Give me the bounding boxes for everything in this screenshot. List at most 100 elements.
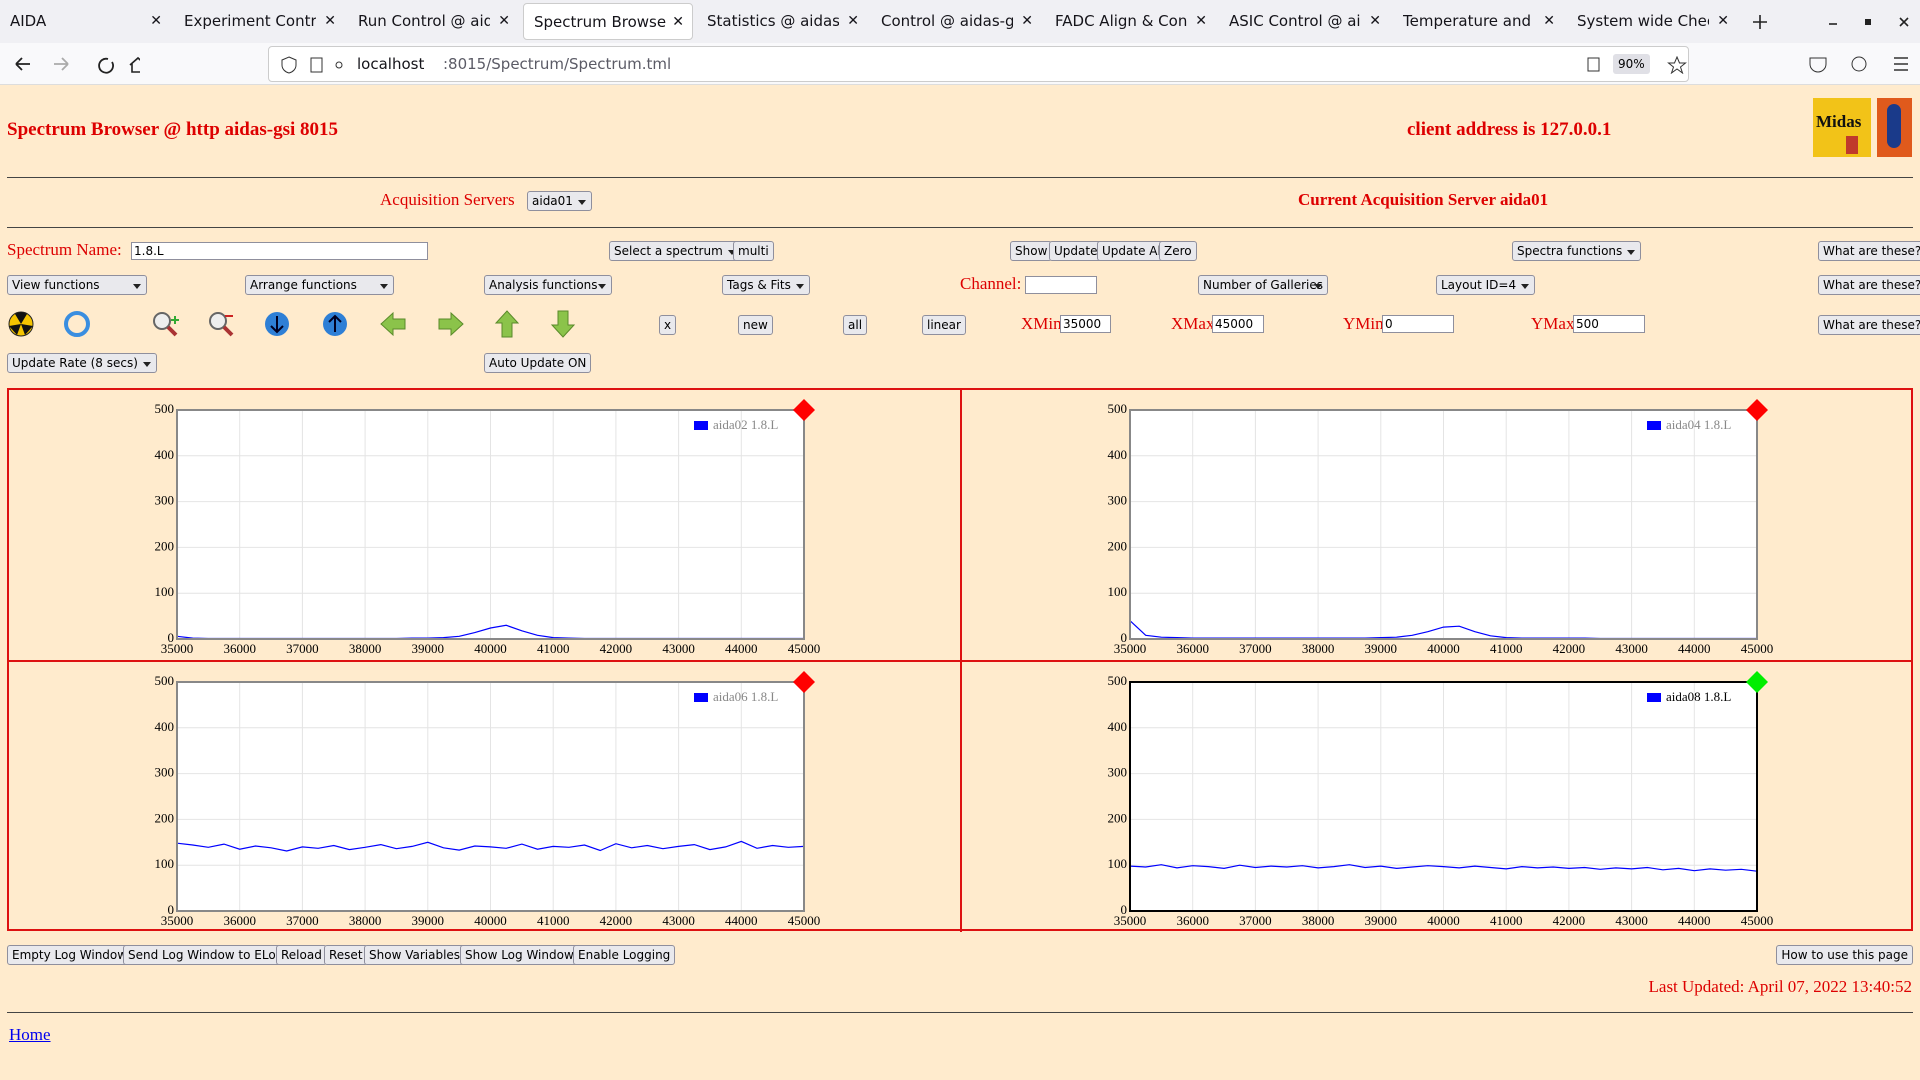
url-icons <box>281 56 351 74</box>
reload-button[interactable]: Reload <box>276 945 327 965</box>
ymax-label: YMax <box>1531 314 1574 334</box>
url-actions <box>1587 56 1687 74</box>
bookmark-star[interactable] <box>1669 57 1686 73</box>
last-updated: Last Updated: April 07, 2022 13:40:52 <box>1649 977 1912 997</box>
channel-label: Channel: <box>960 274 1021 294</box>
help-button[interactable]: What are these? <box>1818 241 1920 261</box>
show-variables-button[interactable]: Show Variables <box>364 945 465 965</box>
tab[interactable]: Experiment Control @✕ <box>174 3 344 40</box>
server-value: aida01 <box>532 194 573 208</box>
select-text: Select a spectrum <box>614 244 723 258</box>
chart: 0100200300400500350003600037000380003900… <box>9 390 960 660</box>
analysis-functions[interactable]: Analysis functions <box>484 275 612 295</box>
tab[interactable]: Control @ aidas-gsi✕ <box>871 3 1041 40</box>
right-arrow[interactable] <box>439 313 463 335</box>
tab[interactable]: FADC Align & Contro✕ <box>1045 3 1215 40</box>
legend-label: aida08 1.8.L <box>1666 689 1731 704</box>
ymin-input[interactable] <box>1382 315 1454 333</box>
tab-title: Spectrum Browser @ <box>534 4 666 40</box>
layout-select[interactable]: Layout ID=4 <box>1436 275 1535 295</box>
home-link[interactable]: Home <box>9 1025 51 1045</box>
url-bar[interactable]: localhost:8015/Spectrum/Spectrum.tml 90% <box>268 46 1689 82</box>
back[interactable] <box>16 58 30 70</box>
tab[interactable]: Spectrum Browser @✕ <box>523 3 693 40</box>
linear-button[interactable]: linear <box>922 315 966 335</box>
all-button[interactable]: all <box>843 315 867 335</box>
tcl-logo <box>1877 98 1912 157</box>
show-button[interactable]: Show <box>1010 241 1052 261</box>
chart-grid: 0100200300400500350003600037000380003900… <box>7 388 1913 931</box>
empty-log-button[interactable]: Empty Log Window <box>7 945 132 965</box>
down-arrow[interactable] <box>552 311 574 337</box>
help-button[interactable]: What are these? <box>1818 275 1920 295</box>
update-button[interactable]: Update <box>1049 241 1102 261</box>
spectra-functions[interactable]: Spectra functions <box>1512 241 1641 261</box>
page-icon <box>311 58 322 72</box>
reload[interactable] <box>99 59 113 73</box>
x-tick-label: 36000 <box>1176 641 1209 656</box>
show-log-button[interactable]: Show Log Window <box>460 945 579 965</box>
forward[interactable] <box>54 58 68 70</box>
zoom-out-icon[interactable] <box>210 313 233 335</box>
update-rate[interactable]: Update Rate (8 secs) <box>7 353 157 373</box>
elog-button[interactable]: Send Log Window to ELog <box>123 945 288 965</box>
x-tick-label: 35000 <box>1114 913 1147 928</box>
y-tick-label: 500 <box>1108 401 1128 416</box>
spectrum-select[interactable]: Select a spectrum <box>609 241 742 261</box>
tab-title: ASIC Control @ aidas <box>1229 3 1361 40</box>
maximize[interactable] <box>1865 19 1871 25</box>
tab[interactable]: System wide Checks (✕ <box>1567 3 1737 40</box>
new-button[interactable]: new <box>738 315 773 335</box>
client-address: client address is 127.0.0.1 <box>1407 119 1611 141</box>
galleries-select[interactable]: Number of Galleries <box>1198 275 1328 295</box>
multi-button[interactable]: multi <box>733 241 774 261</box>
url-host: localhost <box>357 47 424 81</box>
reset-button[interactable]: Reset <box>324 945 368 965</box>
reader-icon[interactable] <box>1588 58 1599 71</box>
perm-icon <box>336 62 342 68</box>
channel-input[interactable] <box>1025 276 1097 294</box>
help-page-button[interactable]: How to use this page <box>1776 945 1913 965</box>
up-arrow[interactable] <box>496 311 518 337</box>
new-tab[interactable] <box>1753 15 1767 29</box>
left-arrow[interactable] <box>381 313 405 335</box>
y-tick-label: 400 <box>155 719 175 734</box>
view-functions[interactable]: View functions <box>7 275 147 295</box>
tab[interactable]: Run Control @ aidas-✕ <box>348 3 518 40</box>
reset-icon[interactable] <box>9 312 33 336</box>
enable-logging-button[interactable]: Enable Logging <box>573 945 675 965</box>
tab[interactable]: AIDA✕ <box>0 3 170 40</box>
menu[interactable] <box>1894 58 1908 70</box>
help-button[interactable]: What are these? <box>1818 315 1920 335</box>
extension[interactable] <box>1852 57 1866 71</box>
legend-swatch <box>1647 693 1661 702</box>
refresh-icon[interactable] <box>66 313 88 335</box>
xmax-input[interactable] <box>1212 315 1264 333</box>
ymax-input[interactable] <box>1573 315 1645 333</box>
tags-fits[interactable]: Tags & Fits <box>722 275 810 295</box>
home-button[interactable] <box>130 58 140 72</box>
legend-swatch <box>694 421 708 430</box>
y-tick-label: 300 <box>155 493 175 508</box>
tab[interactable]: Temperature and stat✕ <box>1393 3 1563 40</box>
y-down-icon[interactable] <box>265 312 289 336</box>
tab[interactable]: Statistics @ aidas-gsi✕ <box>697 3 867 40</box>
x-tick-label: 41000 <box>537 913 570 928</box>
auto-update-button[interactable]: Auto Update ON <box>484 353 591 373</box>
zero-button[interactable]: Zero <box>1159 241 1197 261</box>
x-tick-label: 39000 <box>412 641 445 656</box>
tab[interactable]: ASIC Control @ aidas✕ <box>1219 3 1389 40</box>
chart-cell: 0100200300400500350003600037000380003900… <box>9 662 962 932</box>
arrange-functions[interactable]: Arrange functions <box>245 275 394 295</box>
y-tick-label: 500 <box>155 673 175 688</box>
xmin-input[interactable] <box>1060 315 1111 333</box>
y-tick-label: 500 <box>1108 673 1128 688</box>
y-up-icon[interactable] <box>323 312 347 336</box>
close-window[interactable] <box>1900 18 1908 26</box>
spectrum-input[interactable] <box>131 242 428 260</box>
x-button[interactable]: x <box>659 315 676 335</box>
zoom-in-icon[interactable] <box>154 313 179 335</box>
server-select[interactable]: aida01 <box>527 191 592 211</box>
pocket[interactable] <box>1810 58 1826 72</box>
